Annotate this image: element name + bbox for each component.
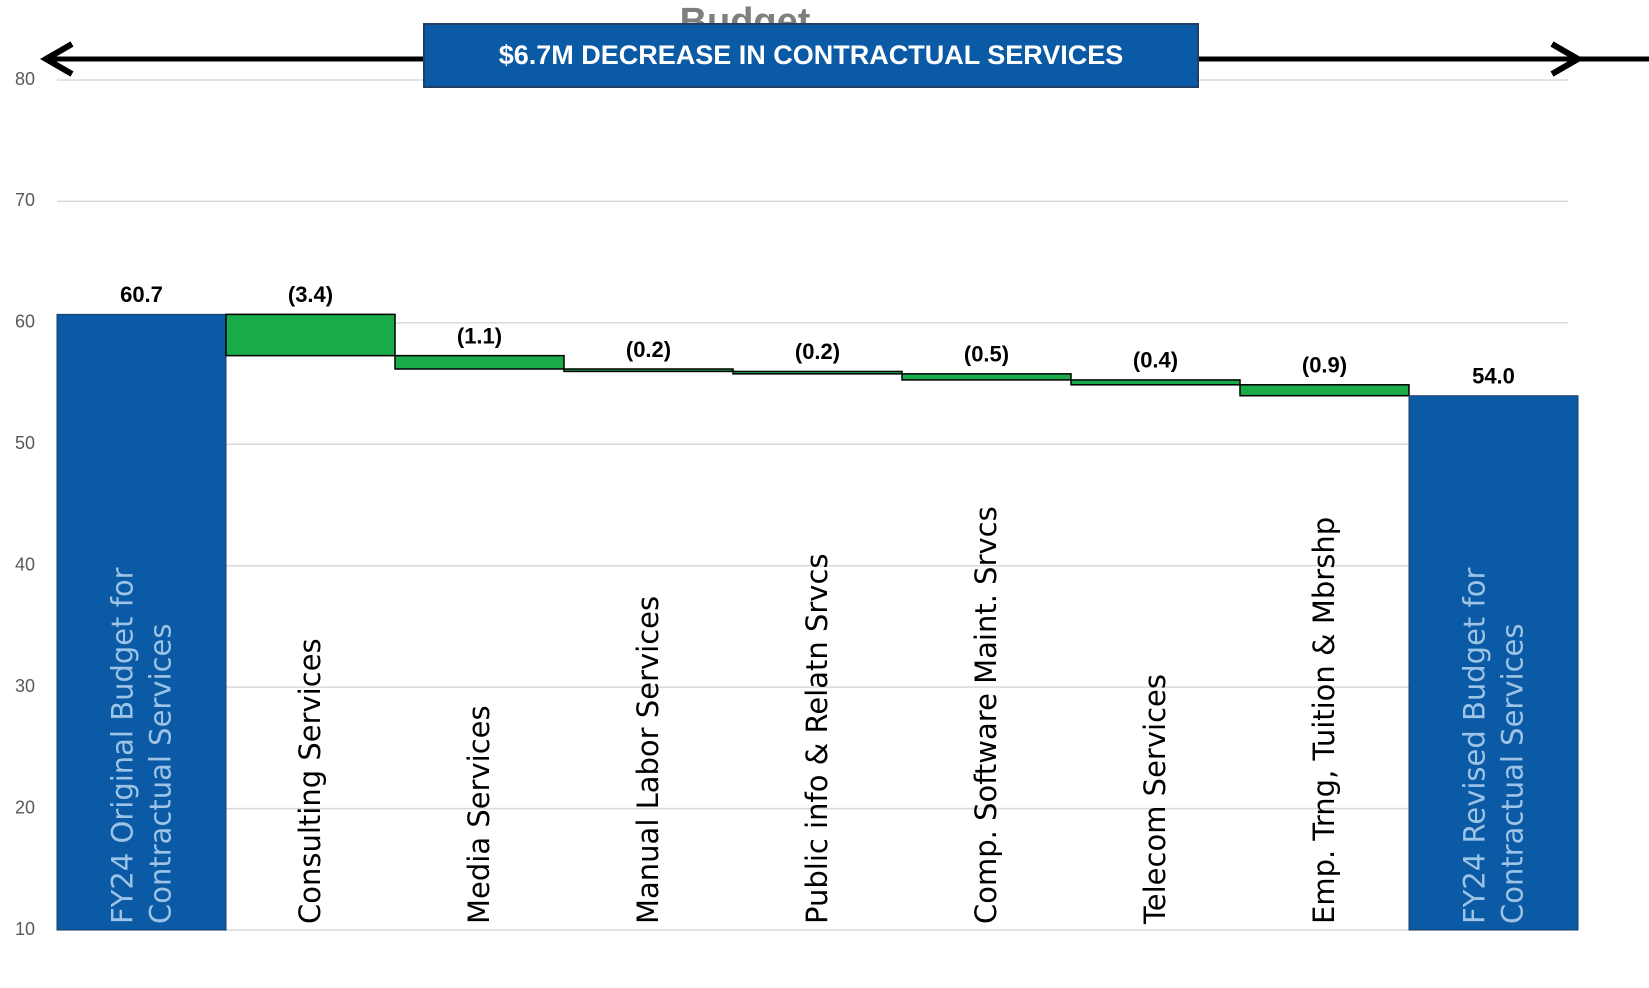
value-label: (3.4) <box>288 282 333 307</box>
delta-bar <box>732 370 903 375</box>
category-label: Comp. Software Maint. Srvcs <box>968 506 1003 924</box>
annotation: $6.7M DECREASE IN CONTRACTUAL SERVICES <box>499 40 1124 70</box>
delta-bar <box>1070 379 1241 386</box>
category-label: Media Services <box>461 705 496 924</box>
y-tick-label: 60 <box>15 312 35 332</box>
arrow-head <box>1550 41 1585 77</box>
y-tick-label: 40 <box>15 554 35 574</box>
arrow-head <box>39 41 74 77</box>
category-label: Emp. Trng, Tuition & Mbrshp <box>1306 516 1341 924</box>
value-label: (1.1) <box>457 323 502 348</box>
y-tick-label: 20 <box>15 797 35 817</box>
delta-bar <box>225 313 396 357</box>
category-label: FY24 Original Budget for Contractual Ser… <box>104 567 177 924</box>
value-label: (0.9) <box>1302 353 1347 378</box>
total-bar <box>1408 395 1579 931</box>
y-tick-label: 70 <box>15 190 35 210</box>
y-tick-label: 30 <box>15 676 35 696</box>
category-label: FY24 Revised Budget for Contractual Serv… <box>1456 567 1529 924</box>
category-label: Public info & Relatn Srvcs <box>799 553 834 924</box>
value-label: 54.0 <box>1472 364 1515 389</box>
delta-bar <box>563 368 734 373</box>
delta-bar <box>901 373 1072 381</box>
category-label: Consulting Services <box>292 638 327 924</box>
delta-bar <box>1239 384 1410 397</box>
value-label: (0.5) <box>964 342 1009 367</box>
y-tick-label: 80 <box>15 69 35 89</box>
y-tick-label: 50 <box>15 433 35 453</box>
delta-bar <box>394 354 565 370</box>
value-label: (0.2) <box>795 339 840 364</box>
value-label: (0.2) <box>626 337 671 362</box>
value-label: 60.7 <box>120 282 163 307</box>
annotation-box <box>423 23 1199 88</box>
y-tick-label: 10 <box>15 919 35 939</box>
total-bar <box>56 313 227 931</box>
category-label: Telecom Services <box>1137 674 1172 924</box>
category-label: Manual Labor Services <box>630 595 665 924</box>
value-label: (0.4) <box>1133 348 1178 373</box>
